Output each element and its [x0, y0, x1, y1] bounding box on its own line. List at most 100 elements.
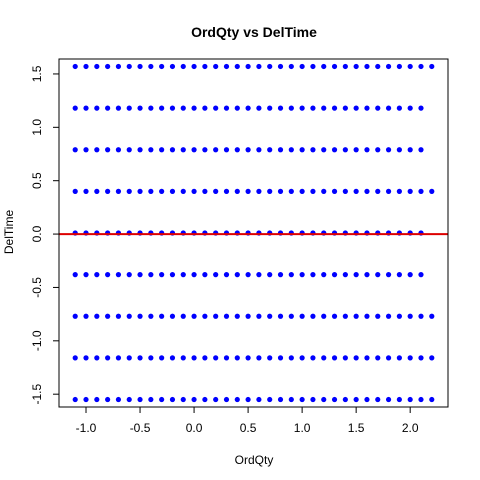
data-point [169, 396, 176, 403]
data-point [191, 313, 197, 319]
data-point [310, 272, 316, 278]
data-point [364, 396, 370, 403]
data-point [429, 63, 435, 70]
data-point [353, 396, 359, 403]
data-point [94, 396, 100, 403]
data-point [385, 313, 392, 319]
data-point [299, 272, 305, 278]
data-point [375, 63, 381, 70]
data-point [385, 188, 392, 194]
data-point [159, 313, 165, 319]
data-point [418, 188, 424, 194]
data-point [159, 396, 165, 403]
data-point [180, 188, 186, 194]
data-point [407, 313, 413, 319]
data-point [105, 105, 111, 111]
data-point [83, 63, 89, 70]
data-point [375, 147, 381, 153]
data-point [375, 313, 381, 319]
data-point [277, 355, 284, 361]
data-point [256, 313, 262, 319]
data-point [137, 396, 143, 403]
data-point [105, 188, 111, 194]
data-point [223, 63, 230, 70]
data-point [72, 355, 78, 361]
data-point [169, 105, 176, 111]
data-point [234, 188, 240, 194]
data-point [288, 313, 294, 319]
data-point [213, 396, 219, 403]
data-point [159, 147, 165, 153]
data-point [267, 355, 273, 361]
data-point [115, 396, 122, 403]
data-point [213, 188, 219, 194]
data-point [396, 272, 402, 278]
data-point [115, 147, 122, 153]
data-point [191, 147, 197, 153]
data-point [94, 63, 100, 70]
data-point [245, 63, 251, 70]
data-point [277, 396, 284, 403]
data-point [169, 272, 176, 278]
data-point [72, 396, 78, 403]
x-axis-label: OrdQty [235, 453, 274, 467]
data-point [234, 147, 240, 153]
data-point [213, 313, 219, 319]
data-point [83, 355, 89, 361]
data-point [191, 188, 197, 194]
data-point [191, 272, 197, 278]
data-point [321, 396, 327, 403]
axis-ticks: -1.0 -0.5 0.0 0.5 1.0 1.5 2.0 -1.5 -1.0 -0.5 0.0 0.… [30, 65, 419, 435]
data-point [245, 313, 251, 319]
data-point [72, 272, 78, 278]
data-point [375, 188, 381, 194]
data-point [234, 272, 240, 278]
data-point [202, 105, 208, 111]
y-tick-label: -1.5 [30, 384, 44, 405]
data-point [267, 396, 273, 403]
data-point [375, 105, 381, 111]
data-point [353, 105, 359, 111]
data-point [267, 272, 273, 278]
data-point [342, 396, 348, 403]
y-axis-label: DelTime [2, 210, 16, 255]
data-point [321, 63, 327, 70]
data-point [234, 396, 240, 403]
data-point [342, 105, 348, 111]
data-point [148, 272, 154, 278]
data-point [331, 313, 338, 319]
data-point [385, 355, 392, 361]
data-point [83, 147, 89, 153]
data-point [407, 272, 413, 278]
data-point [191, 105, 197, 111]
data-point [126, 147, 132, 153]
data-point [137, 272, 143, 278]
data-point [94, 313, 100, 319]
data-point [375, 355, 381, 361]
data-point [83, 188, 89, 194]
data-point [159, 63, 165, 70]
data-point [321, 188, 327, 194]
data-point [396, 355, 402, 361]
data-point [213, 355, 219, 361]
data-point [94, 355, 100, 361]
data-point [115, 355, 122, 361]
data-point [342, 188, 348, 194]
data-point [321, 313, 327, 319]
data-point [267, 105, 273, 111]
data-point [137, 105, 143, 111]
data-point [331, 355, 338, 361]
data-point [364, 355, 370, 361]
data-point [137, 147, 143, 153]
data-point [353, 355, 359, 361]
data-point [364, 63, 370, 70]
data-point [180, 313, 186, 319]
data-point [245, 396, 251, 403]
data-point [126, 105, 132, 111]
data-point [331, 272, 338, 278]
data-point [126, 313, 132, 319]
data-point [159, 188, 165, 194]
data-point [256, 147, 262, 153]
data-point [407, 105, 413, 111]
